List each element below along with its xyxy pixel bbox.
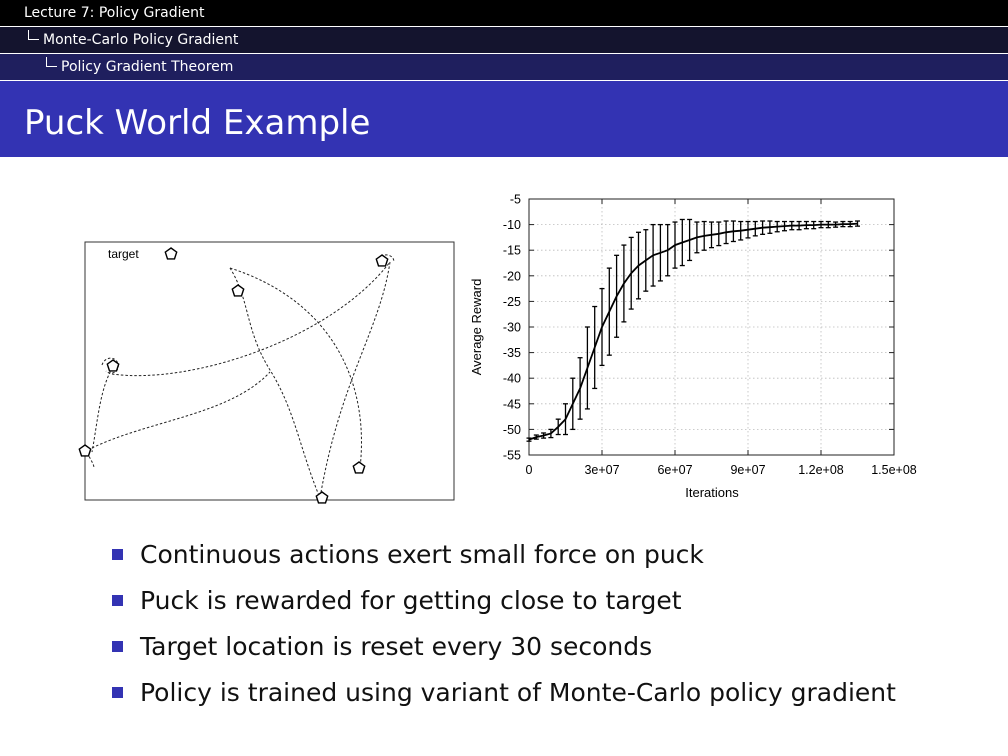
chart-grid bbox=[529, 199, 894, 455]
breadcrumb-section[interactable]: Monte-Carlo Policy Gradient bbox=[0, 27, 1008, 53]
bullet-item: Policy is trained using variant of Monte… bbox=[112, 670, 896, 716]
y-tick-label: -45 bbox=[503, 397, 521, 411]
y-tick-label: -35 bbox=[503, 346, 521, 360]
bullet-square-icon bbox=[112, 641, 123, 652]
puck-trajectories bbox=[85, 254, 395, 499]
x-tick-label: 6e+07 bbox=[657, 463, 692, 477]
puck-world-frame bbox=[84, 241, 455, 501]
x-axis-label: Iterations bbox=[685, 485, 739, 500]
tree-corner-icon bbox=[28, 30, 39, 40]
bullet-item: Target location is reset every 30 second… bbox=[112, 624, 896, 670]
breadcrumb-subsection-label: Policy Gradient Theorem bbox=[61, 59, 234, 75]
y-tick-label: -15 bbox=[503, 244, 521, 258]
y-tick-label: -5 bbox=[510, 193, 521, 207]
x-tick-label: 1.2e+08 bbox=[798, 463, 844, 477]
bullet-square-icon bbox=[112, 595, 123, 606]
y-tick-label: -50 bbox=[503, 423, 521, 437]
tree-corner-icon bbox=[46, 57, 57, 67]
bullet-square-icon bbox=[112, 549, 123, 560]
y-tick-label: -10 bbox=[503, 218, 521, 232]
puck-legend-label: target bbox=[108, 247, 139, 261]
bullet-item: Continuous actions exert small force on … bbox=[112, 532, 896, 578]
y-tick-label: -20 bbox=[503, 269, 521, 283]
bullet-text: Continuous actions exert small force on … bbox=[140, 540, 704, 569]
bullet-list: Continuous actions exert small force on … bbox=[112, 532, 896, 716]
breadcrumb-lecture-label: Lecture 7: Policy Gradient bbox=[24, 5, 205, 21]
breadcrumb-section-label: Monte-Carlo Policy Gradient bbox=[43, 32, 239, 48]
bullet-item: Puck is rewarded for getting close to ta… bbox=[112, 578, 896, 624]
y-tick-label: -40 bbox=[503, 372, 521, 386]
bullet-square-icon bbox=[112, 687, 123, 698]
bullet-text: Target location is reset every 30 second… bbox=[140, 632, 653, 661]
series-line bbox=[528, 222, 858, 441]
title-bar: Puck World Example bbox=[0, 81, 1008, 157]
figure: target -5 -10 -15 -20 -25 -30 -35 -40 -45 -50 -55 … bbox=[78, 193, 917, 504]
y-tick-label: -55 bbox=[503, 449, 521, 463]
y-tick-label: -30 bbox=[503, 321, 521, 335]
x-tick-label: 0 bbox=[526, 463, 533, 477]
slide-title: Puck World Example bbox=[24, 103, 371, 143]
error-bars bbox=[526, 218, 860, 442]
x-tick-label: 1.5e+08 bbox=[871, 463, 917, 477]
breadcrumb-lecture[interactable]: Lecture 7: Policy Gradient bbox=[0, 0, 1008, 26]
puck-world-panel: target bbox=[78, 241, 455, 504]
y-axis: -5 -10 -15 -20 -25 -30 -35 -40 -45 -50 -55 bbox=[503, 193, 894, 463]
reward-chart: -5 -10 -15 -20 -25 -30 -35 -40 -45 -50 -55 0 3e+07 6… bbox=[469, 193, 917, 501]
bullet-text: Puck is rewarded for getting close to ta… bbox=[140, 586, 682, 615]
x-tick-label: 9e+07 bbox=[730, 463, 765, 477]
y-axis-label: Average Reward bbox=[469, 279, 484, 376]
breadcrumb-subsection[interactable]: Policy Gradient Theorem bbox=[0, 54, 1008, 80]
x-tick-label: 3e+07 bbox=[584, 463, 619, 477]
y-tick-label: -25 bbox=[503, 295, 521, 309]
bullet-text: Policy is trained using variant of Monte… bbox=[140, 678, 896, 707]
x-axis: 0 3e+07 6e+07 9e+07 1.2e+08 1.5e+08 bbox=[526, 199, 917, 477]
